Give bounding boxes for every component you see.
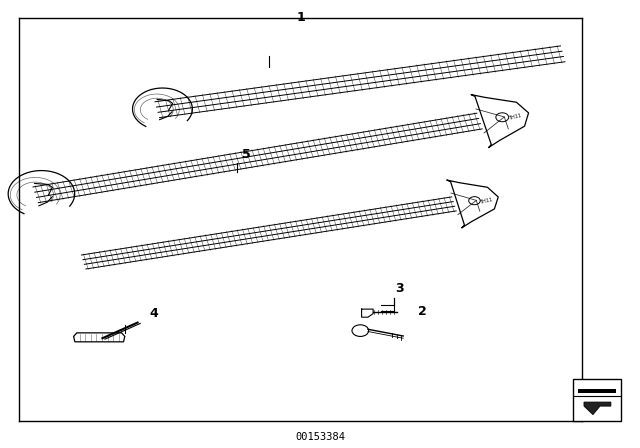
Text: 00153384: 00153384 — [295, 432, 345, 442]
Text: TH11: TH11 — [508, 113, 522, 121]
Text: TH11: TH11 — [479, 197, 493, 205]
Text: 2: 2 — [418, 305, 427, 318]
Text: 1: 1 — [296, 11, 305, 25]
Text: 4: 4 — [149, 307, 158, 320]
Bar — [578, 389, 616, 393]
Polygon shape — [584, 402, 611, 415]
Text: 3: 3 — [396, 282, 404, 296]
Bar — [573, 379, 621, 421]
Text: 5: 5 — [242, 148, 251, 161]
